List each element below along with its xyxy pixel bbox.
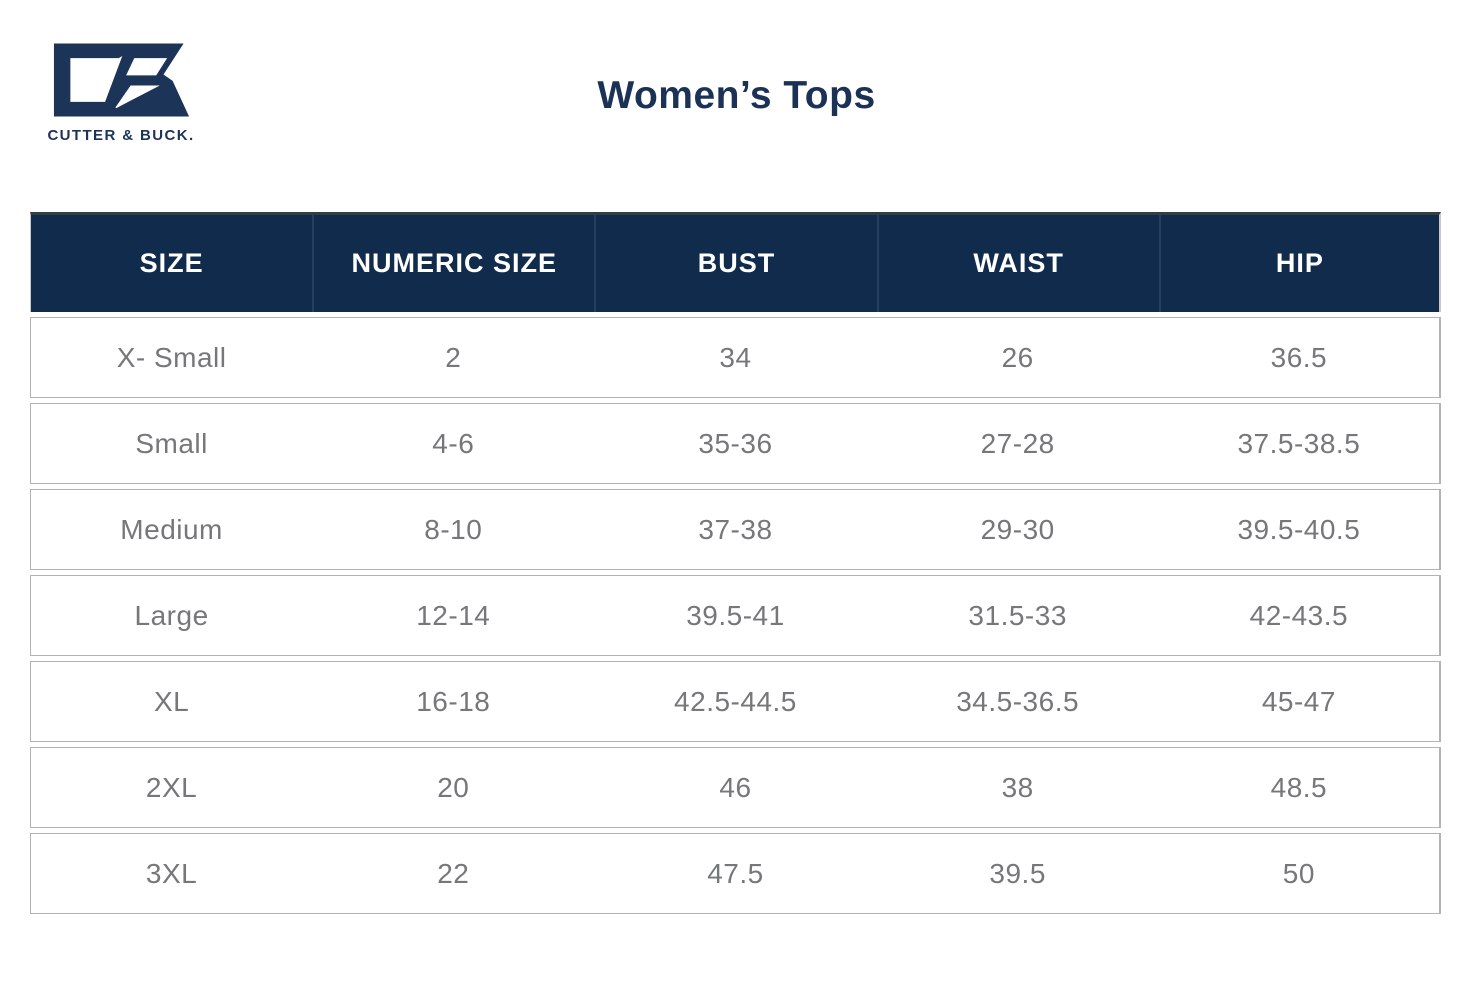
column-header: WAIST [876, 212, 1159, 312]
column-header: NUMERIC SIZE [312, 212, 595, 312]
table-cell: 46 [594, 747, 877, 828]
table-row: Medium 8-10 37-38 29-30 39.5-40.5 [30, 489, 1441, 570]
table-cell: 3XL [30, 833, 313, 914]
table-cell: 38 [876, 747, 1159, 828]
cutter-buck-logo-icon [53, 43, 189, 117]
table-row: X- Small 2 34 26 36.5 [30, 317, 1441, 398]
table-cell: 12-14 [312, 575, 595, 656]
size-chart-table: SIZE NUMERIC SIZE BUST WAIST HIP X- Small 2 34… [30, 207, 1441, 919]
table-cell: 35-36 [594, 403, 877, 484]
table-cell: 34 [594, 317, 877, 398]
table-cell: X- Small [30, 317, 313, 398]
table-cell: 42.5-44.5 [594, 661, 877, 742]
table-cell: 27-28 [876, 403, 1159, 484]
table-cell: Medium [30, 489, 313, 570]
table-cell: 16-18 [312, 661, 595, 742]
table-cell: Large [30, 575, 313, 656]
table-cell: 2 [312, 317, 595, 398]
table-cell: 37-38 [594, 489, 877, 570]
table-cell: 37.5-38.5 [1158, 403, 1441, 484]
table-cell: 31.5-33 [876, 575, 1159, 656]
column-header: HIP [1158, 212, 1441, 312]
table-cell: 8-10 [312, 489, 595, 570]
table-cell: 47.5 [594, 833, 877, 914]
table-cell: 39.5-41 [594, 575, 877, 656]
table-cell: 45-47 [1158, 661, 1441, 742]
table-cell: 29-30 [876, 489, 1159, 570]
page-title: Women’s Tops [597, 74, 876, 117]
column-header: BUST [594, 212, 877, 312]
table-cell: 22 [312, 833, 595, 914]
table-row: 3XL 22 47.5 39.5 50 [30, 833, 1441, 914]
table-cell: 26 [876, 317, 1159, 398]
table-cell: 34.5-36.5 [876, 661, 1159, 742]
table-cell: 42-43.5 [1158, 575, 1441, 656]
table-body: X- Small 2 34 26 36.5 Small 4-6 35-36 27-28 37.5-… [30, 317, 1441, 914]
table-cell: 4-6 [312, 403, 595, 484]
brand-name: CUTTER & BUCK. [47, 127, 195, 144]
table-row: XL 16-18 42.5-44.5 34.5-36.5 45-47 [30, 661, 1441, 742]
table-cell: XL [30, 661, 313, 742]
table-header-row: SIZE NUMERIC SIZE BUST WAIST HIP [30, 212, 1441, 312]
column-header: SIZE [30, 212, 313, 312]
table-cell: 20 [312, 747, 595, 828]
table-cell: 48.5 [1158, 747, 1441, 828]
table-row: 2XL 20 46 38 48.5 [30, 747, 1441, 828]
brand-logo: CUTTER & BUCK. [46, 38, 196, 144]
table-cell: Small [30, 403, 313, 484]
table-cell: 36.5 [1158, 317, 1441, 398]
table-row: Small 4-6 35-36 27-28 37.5-38.5 [30, 403, 1441, 484]
table-cell: 50 [1158, 833, 1441, 914]
table-cell: 2XL [30, 747, 313, 828]
size-chart-table-wrap: SIZE NUMERIC SIZE BUST WAIST HIP X- Small 2 34… [30, 207, 1441, 919]
table-cell: 39.5-40.5 [1158, 489, 1441, 570]
table-row: Large 12-14 39.5-41 31.5-33 42-43.5 [30, 575, 1441, 656]
table-cell: 39.5 [876, 833, 1159, 914]
